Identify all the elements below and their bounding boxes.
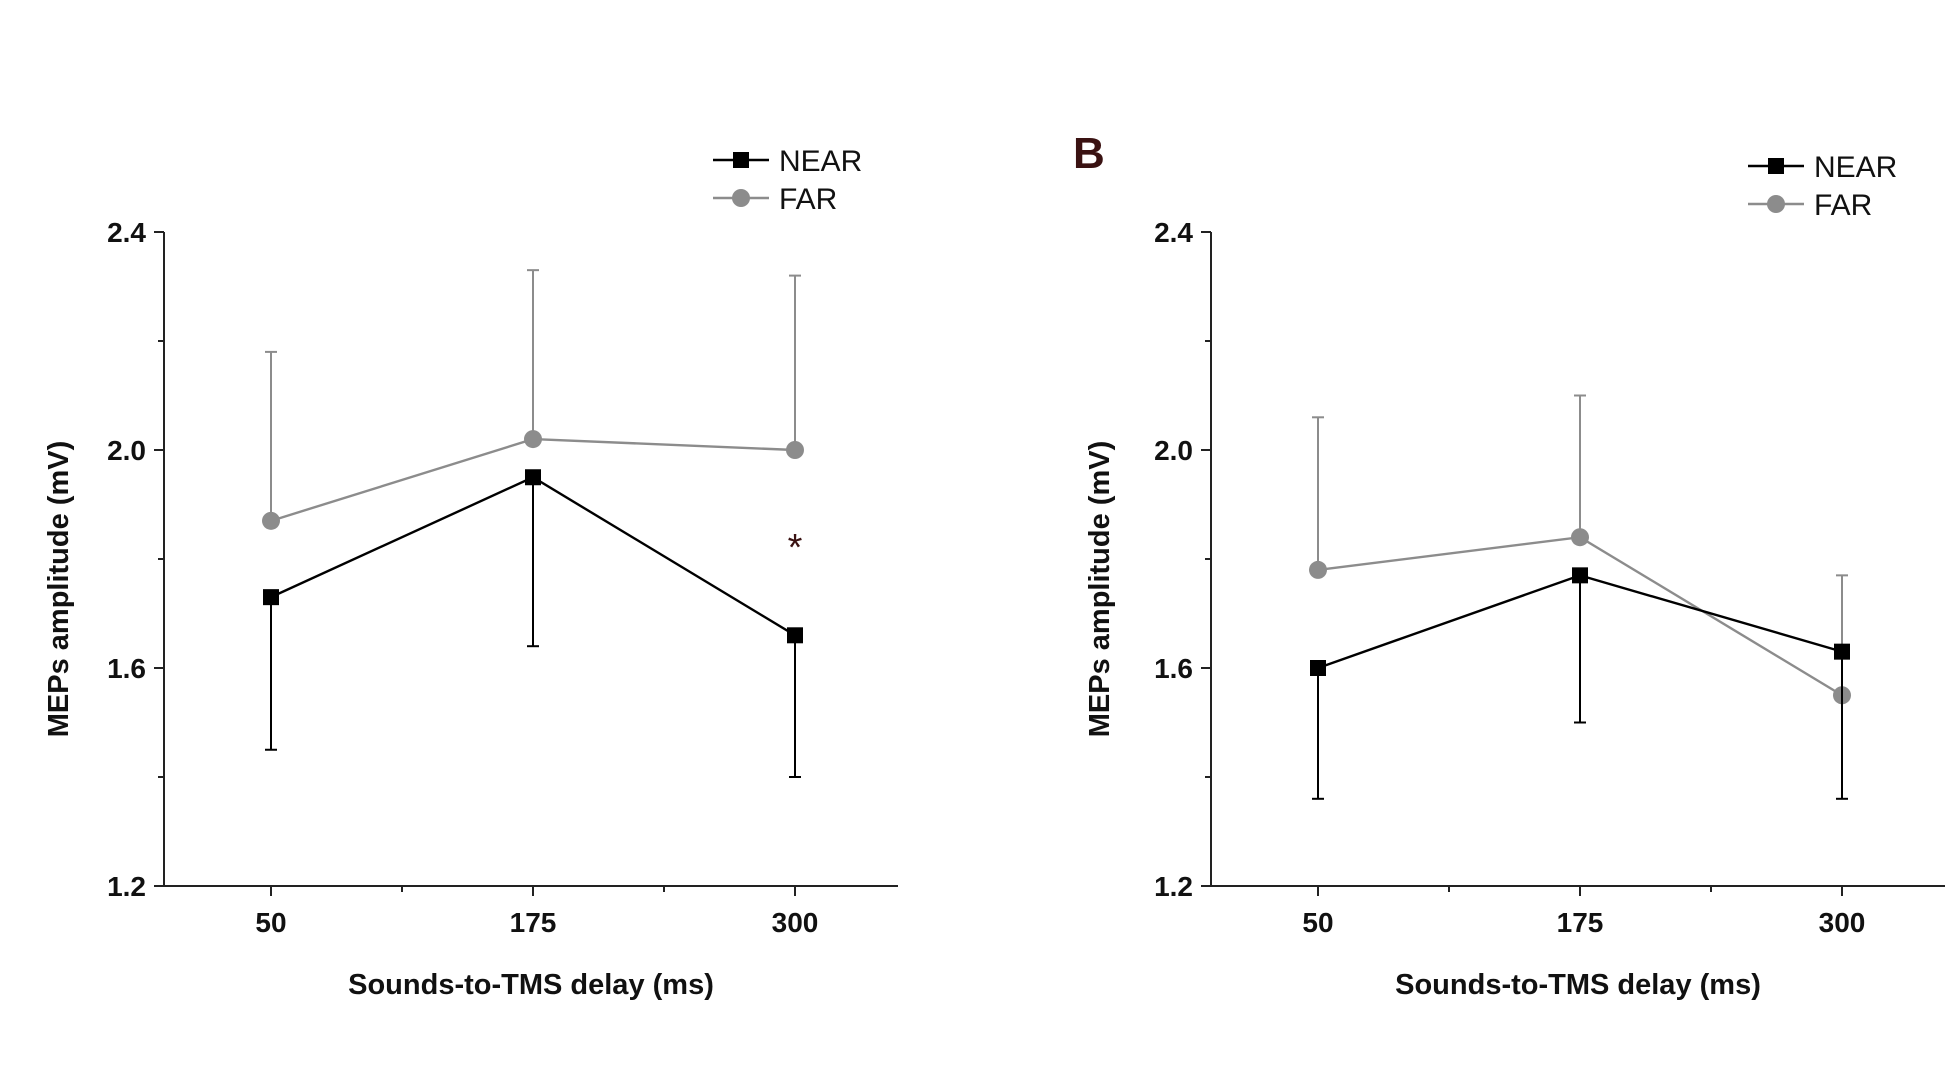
legend-item: NEAR: [713, 145, 862, 178]
series-far: [262, 269, 804, 530]
y-tick-label: 1.6: [107, 653, 146, 684]
legend-item: FAR: [1748, 189, 1872, 222]
data-point: [1572, 567, 1588, 584]
x-tick-label: 300: [1819, 907, 1866, 938]
data-point: [1571, 528, 1589, 547]
legend: NEAR FAR: [713, 145, 862, 216]
y-tick-label: 2.4: [107, 217, 146, 248]
legend-item: NEAR: [1748, 151, 1897, 184]
legend-label: FAR: [1814, 189, 1872, 222]
x-tick-label: 50: [1302, 907, 1333, 938]
y-tick-label: 2.0: [1154, 435, 1193, 466]
data-point: [786, 441, 804, 459]
data-point: [787, 627, 803, 644]
y-axis-label: MEPs amplitude (mV): [43, 441, 75, 738]
y-tick-label: 1.6: [1154, 653, 1193, 684]
series-near: [263, 469, 803, 778]
y-tick-label: 2.4: [1154, 217, 1193, 248]
x-tick-label: 300: [772, 907, 819, 938]
panel-label: B: [1073, 129, 1105, 178]
x-tick-label: 175: [510, 907, 557, 938]
legend-label: NEAR: [779, 145, 862, 178]
legend-label: FAR: [779, 183, 837, 216]
data-point: [262, 511, 280, 530]
chart-panel-b: B 1.2 1.6 2.0 2.4 50 175 300 Sounds-to-TMS delay…: [1073, 129, 1945, 1001]
data-point: [1309, 560, 1327, 579]
legend-marker: [1768, 158, 1784, 174]
x-tick-label: 175: [1557, 907, 1604, 938]
legend-marker: [1767, 195, 1785, 213]
data-point: [263, 589, 279, 606]
y-tick-label: 1.2: [1154, 871, 1193, 902]
data-point: [525, 469, 541, 486]
y-tick-label: 1.2: [107, 871, 146, 902]
chart-panel-a: 1.2 1.6 2.0 2.4 50 175 300 Sounds-to-TMS delay …: [43, 145, 898, 1001]
series-near: [1310, 567, 1850, 800]
y-axis-label: MEPs amplitude (mV): [1084, 441, 1116, 738]
x-tick-label: 50: [255, 907, 286, 938]
significance-marker: *: [788, 527, 803, 569]
legend-item: FAR: [713, 183, 837, 216]
legend: NEAR FAR: [1748, 151, 1897, 222]
y-tick-label: 2.0: [107, 435, 146, 466]
data-point: [1310, 660, 1326, 676]
legend-label: NEAR: [1814, 151, 1897, 184]
x-axis-label: Sounds-to-TMS delay (ms): [348, 969, 714, 1001]
legend-marker: [733, 152, 749, 168]
legend-marker: [732, 189, 750, 207]
data-point: [1834, 643, 1850, 660]
x-axis-label: Sounds-to-TMS delay (ms): [1395, 969, 1761, 1001]
data-point: [524, 430, 542, 449]
